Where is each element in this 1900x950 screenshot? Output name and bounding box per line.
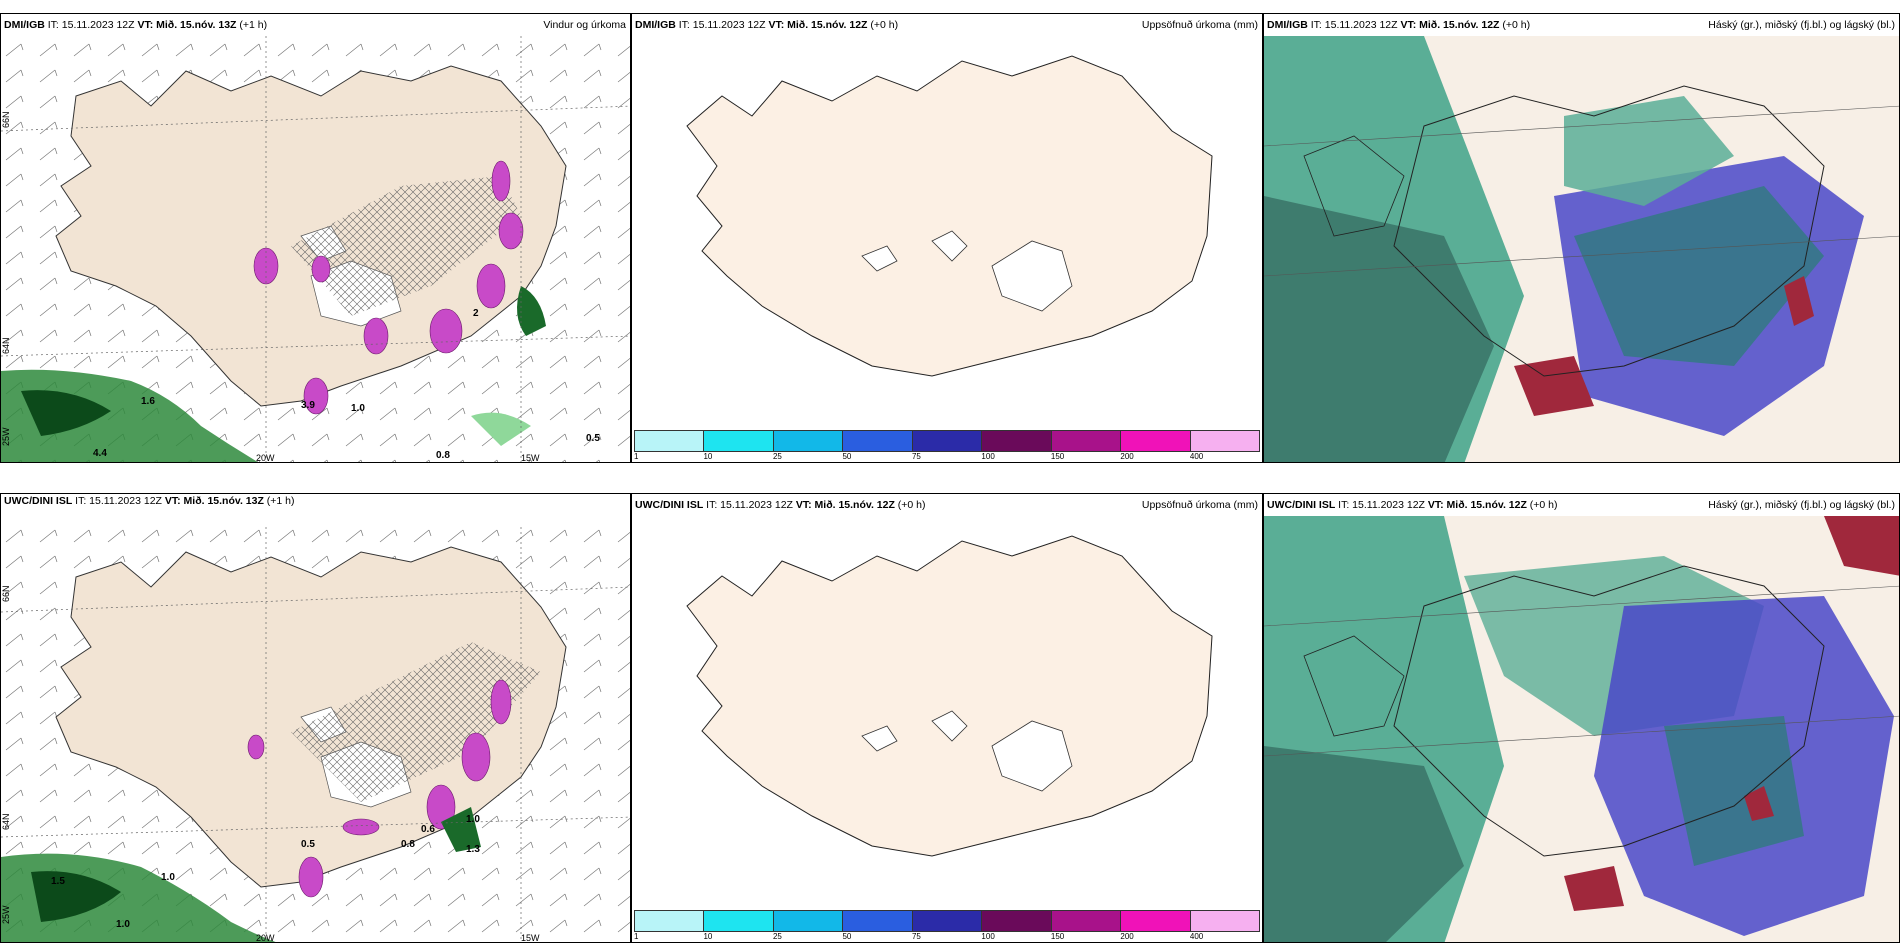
panel-title: Uppsöfnuð úrkoma (mm) — [1141, 19, 1258, 31]
panel-clouds-bottom: UWC/DINI ISL IT: 15.11.2023 12Z VT: Mið.… — [1263, 493, 1900, 943]
colorbar-swatch — [912, 431, 983, 451]
map-clouds — [1264, 36, 1899, 462]
colorbar-tick: 25 — [772, 932, 782, 941]
colorbar-swatch — [912, 911, 983, 931]
iceland-land — [686, 535, 1213, 857]
lon-label-25w: 25W — [1, 905, 11, 924]
panel-header: DMI/IGB IT: 15.11.2023 12Z VT: Mið. 15.n… — [1, 14, 630, 36]
colorbar-tick: 200 — [1120, 452, 1134, 461]
colorbar — [634, 910, 1260, 932]
colorbar-tick: 10 — [703, 452, 713, 461]
precip-value: 0.8 — [436, 450, 450, 461]
precip-value: 2 — [473, 308, 479, 319]
precip-value: 1.0 — [116, 919, 130, 930]
colorbar-swatch — [982, 911, 1052, 931]
colorbar-tick: 150 — [1050, 452, 1065, 461]
colorbar-tick: 150 — [1050, 932, 1065, 941]
map-clouds — [1264, 516, 1899, 942]
colorbar-tick: 10 — [703, 932, 713, 941]
lat-label-66n: 66N — [1, 111, 11, 128]
colorbar-tick: 75 — [911, 932, 921, 941]
colorbar-swatch — [773, 431, 844, 451]
colorbar-swatch — [635, 431, 705, 451]
colorbar-tick: 100 — [981, 932, 995, 941]
lat-label-66n: 66N — [1, 585, 11, 602]
precip-value: 1.3 — [466, 844, 480, 855]
colorbar-tick: 400 — [1189, 932, 1204, 941]
colorbar-tick: 1 — [634, 932, 639, 941]
lat-label-64n: 64N — [1, 813, 11, 830]
colorbar-tick: 75 — [911, 452, 921, 461]
precip-value: 1.6 — [141, 396, 155, 407]
panel-header: DMI/IGB IT: 15.11.2023 12Z VT: Mið. 15.n… — [1264, 14, 1899, 36]
panel-title: Háský (gr.), miðský (fj.bl.) og lágský (… — [1708, 19, 1895, 31]
map-accum-precip — [632, 36, 1262, 430]
colorbar-tick: 200 — [1120, 932, 1134, 941]
colorbar-swatch — [843, 431, 913, 451]
colorbar-swatch — [1051, 431, 1122, 451]
colorbar-tick: 50 — [842, 452, 852, 461]
lon-label-20w: 20W — [256, 933, 275, 942]
lon-label-15w: 15W — [521, 453, 540, 462]
precip-value: 0.5 — [586, 433, 600, 444]
colorbar-swatch — [773, 911, 844, 931]
precip-value: 0.8 — [401, 839, 415, 850]
panel-header: UWC/DINI ISL IT: 15.11.2023 12Z VT: Mið.… — [632, 494, 1262, 516]
precip-value: 0.5 — [301, 839, 315, 850]
colorbar — [634, 430, 1260, 452]
colorbar-ticks: 1 10 25 50 75 100 150 200 400 — [634, 452, 1260, 462]
colorbar-swatch — [843, 911, 913, 931]
colorbar-tick: 50 — [842, 932, 852, 941]
panel-clouds-top: DMI/IGB IT: 15.11.2023 12Z VT: Mið. 15.n… — [1263, 13, 1900, 463]
panel-title: Uppsöfnuð úrkoma (mm) — [1141, 499, 1258, 511]
panel-header: DMI/IGB IT: 15.11.2023 12Z VT: Mið. 15.n… — [632, 14, 1262, 36]
precip-value: 0.6 — [421, 824, 435, 835]
colorbar-swatch — [982, 431, 1052, 451]
colorbar-swatch — [635, 911, 705, 931]
colorbar-swatch — [704, 431, 774, 451]
colorbar-swatch — [1190, 911, 1259, 931]
precip-value: 1.0 — [466, 814, 480, 825]
colorbar-ticks: 1 10 25 50 75 100 150 200 400 — [634, 932, 1260, 942]
iceland-land — [686, 55, 1213, 377]
panel-title: Vindur og úrkoma — [543, 19, 626, 31]
lat-label-64n: 64N — [1, 337, 11, 354]
precip-value: 1.0 — [161, 872, 175, 883]
panel-title: Háský (gr.), miðský (fj.bl.) og lágský (… — [1708, 499, 1895, 511]
colorbar-swatch — [1121, 431, 1191, 451]
panel-accum-precip-bottom: UWC/DINI ISL IT: 15.11.2023 12Z VT: Mið.… — [631, 493, 1263, 943]
precip-value: 4.4 — [93, 448, 107, 459]
lon-label-20w: 20W — [256, 453, 275, 462]
map-accum-precip — [632, 516, 1262, 910]
colorbar-tick: 1 — [634, 452, 639, 461]
map-wind-precip: 66N 64N 25W 20W 15W 1.5 1.0 1.0 0.8 0.6 … — [1, 522, 630, 942]
colorbar-swatch — [1190, 431, 1259, 451]
panel-wind-precip-bottom: UWC/DINI ISL IT: 15.11.2023 12Z VT: Mið.… — [0, 493, 631, 943]
panel-header: UWC/DINI ISL IT: 15.11.2023 12Z VT: Mið.… — [1264, 494, 1899, 516]
precip-value: 1.0 — [351, 403, 365, 414]
colorbar-tick: 400 — [1189, 452, 1204, 461]
colorbar-swatch — [1121, 911, 1191, 931]
precip-value: 3.9 — [301, 400, 315, 411]
colorbar-tick: 25 — [772, 452, 782, 461]
colorbar-swatch — [1051, 911, 1122, 931]
colorbar-tick: 100 — [981, 452, 995, 461]
precip-value: 1.5 — [51, 876, 65, 887]
panel-header: UWC/DINI ISL IT: 15.11.2023 12Z VT: Mið.… — [1, 494, 630, 524]
panel-accum-precip-top: DMI/IGB IT: 15.11.2023 12Z VT: Mið. 15.n… — [631, 13, 1263, 463]
panel-wind-precip-top: DMI/IGB IT: 15.11.2023 12Z VT: Mið. 15.n… — [0, 13, 631, 463]
lon-label-25w: 25W — [1, 427, 11, 446]
lon-label-15w: 15W — [521, 933, 540, 942]
colorbar-swatch — [704, 911, 774, 931]
map-wind-precip: 66N 64N 25W 20W 15W 4.4 1.6 1.0 0.8 0.5 … — [1, 36, 630, 462]
